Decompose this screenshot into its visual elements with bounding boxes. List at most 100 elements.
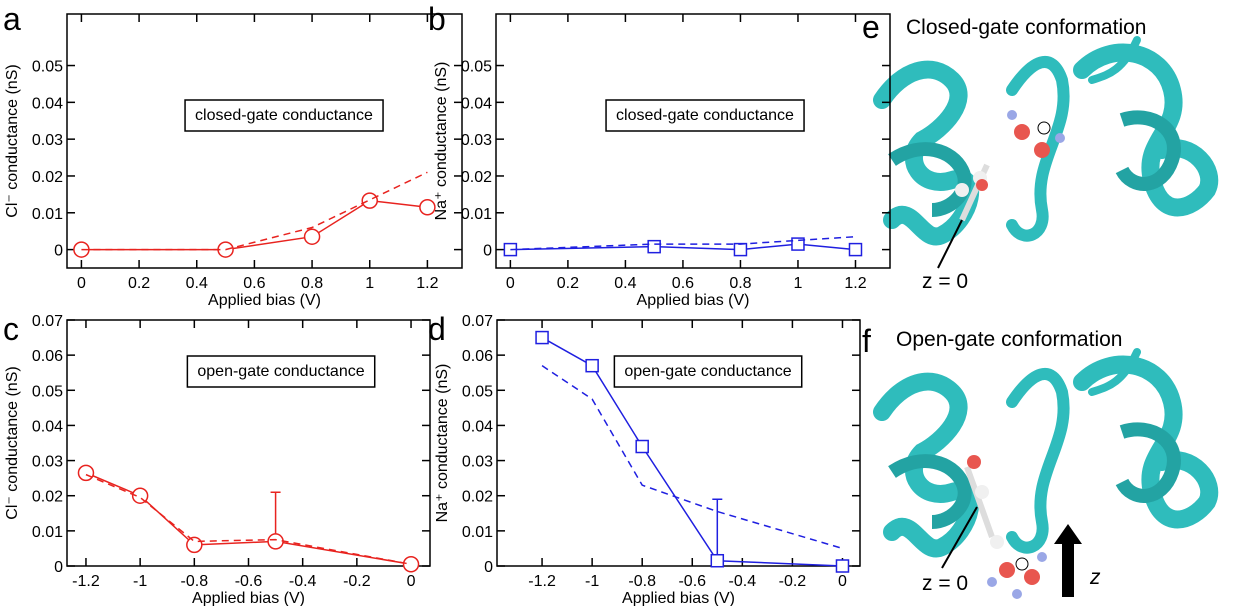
y-tick-label: 0 (484, 559, 493, 576)
x-axis-label: Applied bias (V) (622, 590, 735, 606)
plot-frame (496, 319, 861, 567)
y-tick-label: 0.07 (32, 313, 63, 330)
series-line (85, 473, 412, 565)
y-tick-label: 0 (483, 243, 492, 260)
annotation: closed-gate conductance (616, 107, 794, 124)
x-tick-label: 0.4 (614, 275, 636, 292)
y-tick-label: 0.06 (32, 348, 63, 365)
marker (835, 559, 850, 573)
chart: a 0 0.2 0.4 0.6 0.8 1 1.2 0 0.01 0.02 0.03 0.04 0.05 A… (3, 1, 463, 309)
annotation-box (186, 355, 376, 388)
panel-label: e (862, 9, 880, 45)
annotation-box (184, 99, 384, 132)
series-line (510, 235, 856, 251)
x-tick-label: 0.8 (301, 275, 323, 292)
chart: b 0 0.2 0.4 0.6 0.8 1 1.2 0 0.01 0.02 0.03 0.04 0.05 A… (428, 1, 891, 309)
y-tick-label: 0.01 (462, 524, 493, 541)
x-tick-label: 1 (794, 275, 803, 292)
x-axis-label: Applied bias (V) (192, 590, 305, 606)
y-axis-label: Na⁺ conductance (nS) (433, 62, 450, 221)
y-tick-label: 0.04 (32, 418, 63, 435)
y-tick-label: 0.02 (462, 489, 493, 506)
y-tick-label: 0.02 (32, 169, 63, 186)
protein-ribbon (882, 40, 1209, 236)
x-tick-label: -0.4 (729, 573, 757, 590)
marker (733, 242, 748, 257)
residue-ball-stick (955, 110, 1065, 222)
x-tick-label: 0.2 (557, 275, 579, 292)
closed-gate-image: z = 0 (882, 40, 1209, 293)
series-line (81, 171, 428, 251)
z-label: z = 0 (922, 572, 968, 595)
y-tick-label: 0.02 (32, 489, 63, 506)
y-tick-label: 0.03 (32, 454, 63, 471)
marker (303, 228, 321, 245)
marker (267, 533, 284, 550)
y-tick-label: 0 (54, 243, 63, 260)
x-tick-label: 0.6 (672, 275, 694, 292)
marker (131, 487, 149, 504)
error-bar (712, 498, 723, 561)
image-title: Closed-gate conformation (906, 16, 1146, 39)
x-tick-label: -0.2 (779, 573, 807, 590)
marker (585, 358, 599, 373)
x-tick-label: -1.2 (72, 573, 100, 590)
x-tick-label: 0 (77, 275, 86, 292)
panel-label: c (3, 311, 19, 347)
annotation: open-gate conductance (197, 363, 364, 380)
y-tick-label: 0.04 (462, 418, 493, 435)
axis-label: z (1089, 566, 1101, 589)
x-tick-label: -1 (133, 573, 147, 590)
x-tick-label: -0.8 (181, 573, 209, 590)
marker (535, 330, 549, 345)
x-tick-label: -1.2 (528, 573, 556, 590)
y-tick-label: 0.03 (32, 132, 63, 149)
x-tick-label: 0.2 (128, 275, 150, 292)
x-tick-label: 0.6 (243, 275, 265, 292)
annotation: closed-gate conductance (195, 107, 373, 124)
y-tick-label: 0.02 (461, 169, 492, 186)
x-tick-label: -0.4 (289, 573, 317, 590)
y-tick-label: 0.05 (461, 59, 492, 76)
y-tick-label: 0.05 (32, 59, 63, 76)
y-tick-label: 0.07 (462, 313, 493, 330)
x-tick-label: 1.2 (416, 275, 438, 292)
plot-frame (66, 13, 463, 269)
annotation-box (605, 99, 805, 132)
marker (186, 536, 203, 554)
y-tick-label: 0.04 (32, 95, 63, 112)
x-tick-label: 0.4 (186, 275, 208, 292)
y-tick-label: 0.05 (462, 383, 493, 400)
x-tick-label: -0.8 (628, 573, 656, 590)
chart: d -1.2 -1 -0.8 -0.6 -0.4 -0.2 0 0 0.01 0.02 0.03 0.0… (428, 311, 861, 606)
marker (848, 242, 863, 257)
x-tick-label: 0 (506, 275, 515, 292)
marker (402, 555, 420, 573)
y-tick-label: 0.05 (32, 383, 63, 400)
x-tick-label: 1 (365, 275, 374, 292)
x-tick-label: -0.2 (343, 573, 371, 590)
y-tick-label: 0.04 (461, 95, 492, 112)
y-tick-label: 0.06 (462, 348, 493, 365)
annotation-box (613, 355, 803, 388)
series-line (541, 365, 843, 550)
x-tick-label: 0 (838, 573, 847, 590)
y-tick-label: 0 (54, 559, 63, 576)
y-axis-label: Na⁺ conductance (nS) (434, 364, 451, 523)
panel-label: a (3, 1, 21, 37)
protein-ribbon (882, 352, 1209, 548)
y-tick-label: 0.01 (461, 206, 492, 223)
marker (361, 192, 378, 209)
marker (635, 439, 649, 454)
pointer-line (937, 219, 963, 269)
marker (77, 464, 95, 482)
marker (647, 239, 661, 254)
annotation: open-gate conductance (624, 363, 791, 380)
image-title: Open-gate conformation (896, 328, 1122, 351)
x-tick-label: 0 (407, 573, 416, 590)
open-gate-image: z = 0 z (882, 352, 1209, 599)
x-tick-label: 0.8 (729, 275, 751, 292)
x-tick-label: -0.6 (678, 573, 706, 590)
panel-label: d (428, 311, 446, 347)
